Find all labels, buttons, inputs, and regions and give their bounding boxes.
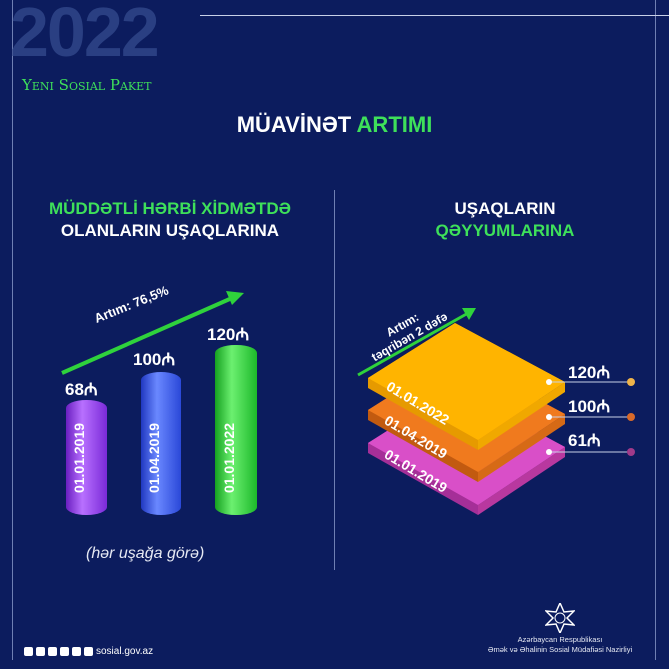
bar-date: 01.01.2019 xyxy=(71,422,88,494)
layer-01-01-2022 xyxy=(368,323,565,450)
per-child-note: (hər uşağa görə) xyxy=(86,545,205,562)
frame-line-top xyxy=(200,15,669,16)
right-subtitle-line2: QƏYYUMLARINA xyxy=(435,221,575,240)
right-subtitle-line1: UŞAQLARIN xyxy=(454,199,556,218)
frame-line-left xyxy=(12,0,13,660)
instagram-icon[interactable] xyxy=(36,647,45,656)
title-part2: ARTIMI xyxy=(356,112,433,137)
brand-title: Yeni Sosial Paket xyxy=(22,76,152,94)
bar-value: 100₼ xyxy=(133,350,176,369)
section-divider xyxy=(334,190,335,570)
ministry-emblem-icon xyxy=(545,603,575,633)
twitter-icon[interactable] xyxy=(60,647,69,656)
bar-01-01-2022 xyxy=(215,345,257,515)
frame-line-right xyxy=(655,0,656,660)
value-connectors xyxy=(546,378,635,456)
bar-01-01-2019 xyxy=(66,400,107,515)
right-subtitle: UŞAQLARIN QƏYYUMLARINA xyxy=(355,198,655,242)
growth-arrow-right xyxy=(357,310,471,377)
telegram-icon[interactable] xyxy=(48,647,57,656)
ministry-line1: Azərbaycan Respublikası xyxy=(517,635,603,644)
bar-date: 01.01.2022 xyxy=(221,422,238,494)
social-links: sosial.gov.az xyxy=(24,646,153,657)
layer-value: 61₼ xyxy=(568,431,601,450)
layer-value: 100₼ xyxy=(568,397,611,416)
ministry-line2: Əmək və Əhalinin Sosial Müdafiəsi Nazirl… xyxy=(487,645,633,654)
facebook-icon[interactable] xyxy=(24,647,33,656)
page-title: MÜAVİNƏT ARTIMI xyxy=(0,112,669,138)
ministry-name: Azərbaycan Respublikası Əmək və Əhalinin … xyxy=(470,635,650,655)
year-watermark: 2022 xyxy=(10,0,160,71)
linkedin-icon[interactable] xyxy=(84,647,93,656)
youtube-icon[interactable] xyxy=(72,647,81,656)
left-subtitle-line1: MÜDDƏTLİ HƏRBİ XİDMƏTDƏ xyxy=(48,199,292,218)
bar-01-04-2019 xyxy=(141,372,181,515)
bar-value: 120₼ xyxy=(207,325,250,344)
arrow-head-left xyxy=(226,291,244,305)
title-part1: MÜAVİNƏT xyxy=(236,112,352,137)
growth-arrow-left xyxy=(61,296,233,375)
layer-value: 120₼ xyxy=(568,363,611,382)
left-subtitle-line2: OLANLARIN UŞAQLARINA xyxy=(60,221,280,240)
bar-date: 01.04.2019 xyxy=(146,422,163,494)
left-subtitle: MÜDDƏTLİ HƏRBİ XİDMƏTDƏ OLANLARIN UŞAQLAR… xyxy=(20,198,320,242)
arrow-head-right xyxy=(462,308,476,320)
website-link[interactable]: sosial.gov.az xyxy=(96,646,154,657)
bar-value: 68₼ xyxy=(65,380,98,399)
